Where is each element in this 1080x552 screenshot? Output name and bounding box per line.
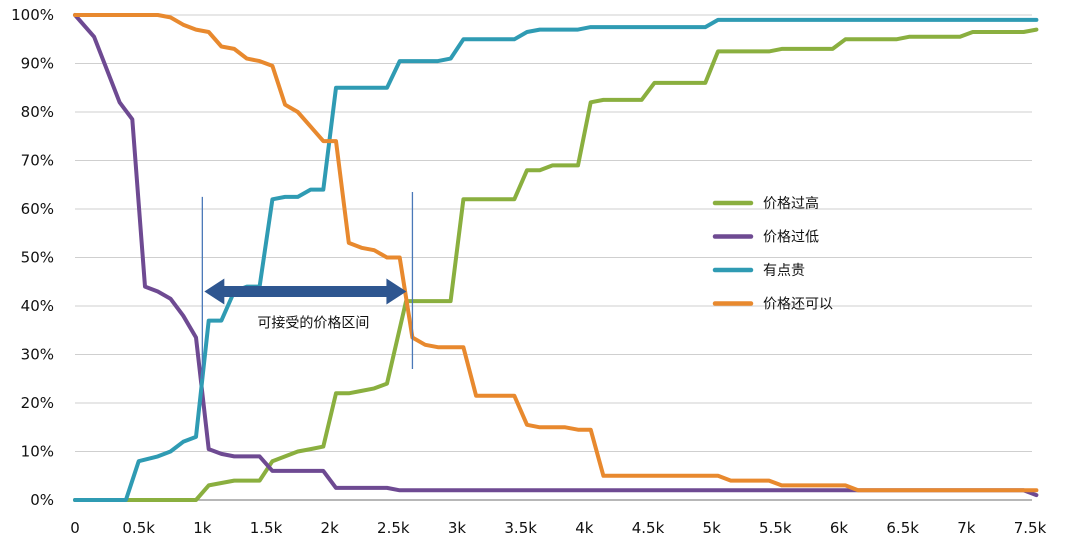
- y-tick-label: 70%: [21, 152, 54, 170]
- x-tick-label: 0.5k: [122, 519, 155, 537]
- y-tick-label: 30%: [21, 346, 54, 364]
- x-tick-label: 7k: [957, 519, 976, 537]
- annotation-label: 可接受的价格区间: [257, 314, 369, 331]
- x-tick-label: 5k: [703, 519, 722, 537]
- x-tick-label: 1.5k: [250, 519, 283, 537]
- x-tick-label: 0: [70, 519, 80, 537]
- x-tick-label: 2.5k: [377, 519, 410, 537]
- x-tick-label: 7.5k: [1014, 519, 1047, 537]
- x-axis-tick-labels: 0 0.5k 1k 1.5k 2k 2.5k 3k 3.5k 4k 4.5k 5k 5.5k 6k 6.5…: [70, 519, 1046, 537]
- legend-label: 价格过低: [763, 230, 819, 246]
- series-line-3: [73, 13, 1039, 493]
- x-tick-label: 5.5k: [759, 519, 792, 537]
- y-tick-label: 60%: [21, 200, 54, 218]
- series-line-1: [73, 13, 1039, 498]
- series-line-2: [73, 17, 1039, 502]
- series-lines: [73, 13, 1039, 502]
- y-tick-label: 100%: [11, 6, 54, 24]
- grid-lines: [75, 14, 1032, 501]
- y-tick-label: 90%: [21, 55, 54, 73]
- y-tick-label: 20%: [21, 394, 54, 412]
- x-tick-label: 4.5k: [632, 519, 665, 537]
- y-tick-label: 10%: [21, 443, 54, 461]
- y-tick-label: 40%: [21, 297, 54, 315]
- x-tick-label: 1k: [193, 519, 212, 537]
- y-tick-label: 80%: [21, 103, 54, 121]
- x-tick-label: 2k: [321, 519, 340, 537]
- legend-label: 价格过高: [763, 195, 819, 212]
- x-tick-label: 3k: [448, 519, 467, 537]
- x-tick-label: 4k: [575, 519, 594, 537]
- y-tick-label: 50%: [21, 249, 54, 267]
- legend-label: 价格还可以: [763, 297, 833, 313]
- x-tick-label: 6.5k: [886, 519, 919, 537]
- y-axis-tick-labels: 0% 10% 20% 30% 40% 50% 60% 70% 80% 90% 100%: [11, 6, 54, 509]
- legend-label: 有点贵: [763, 263, 805, 279]
- y-tick-label: 0%: [30, 491, 54, 509]
- x-tick-label: 3.5k: [504, 519, 537, 537]
- series-line-0: [73, 27, 1039, 502]
- double-arrow: [204, 278, 407, 305]
- acceptable-range-annotation: 可接受的价格区间: [201, 192, 414, 379]
- x-tick-label: 6k: [830, 519, 849, 537]
